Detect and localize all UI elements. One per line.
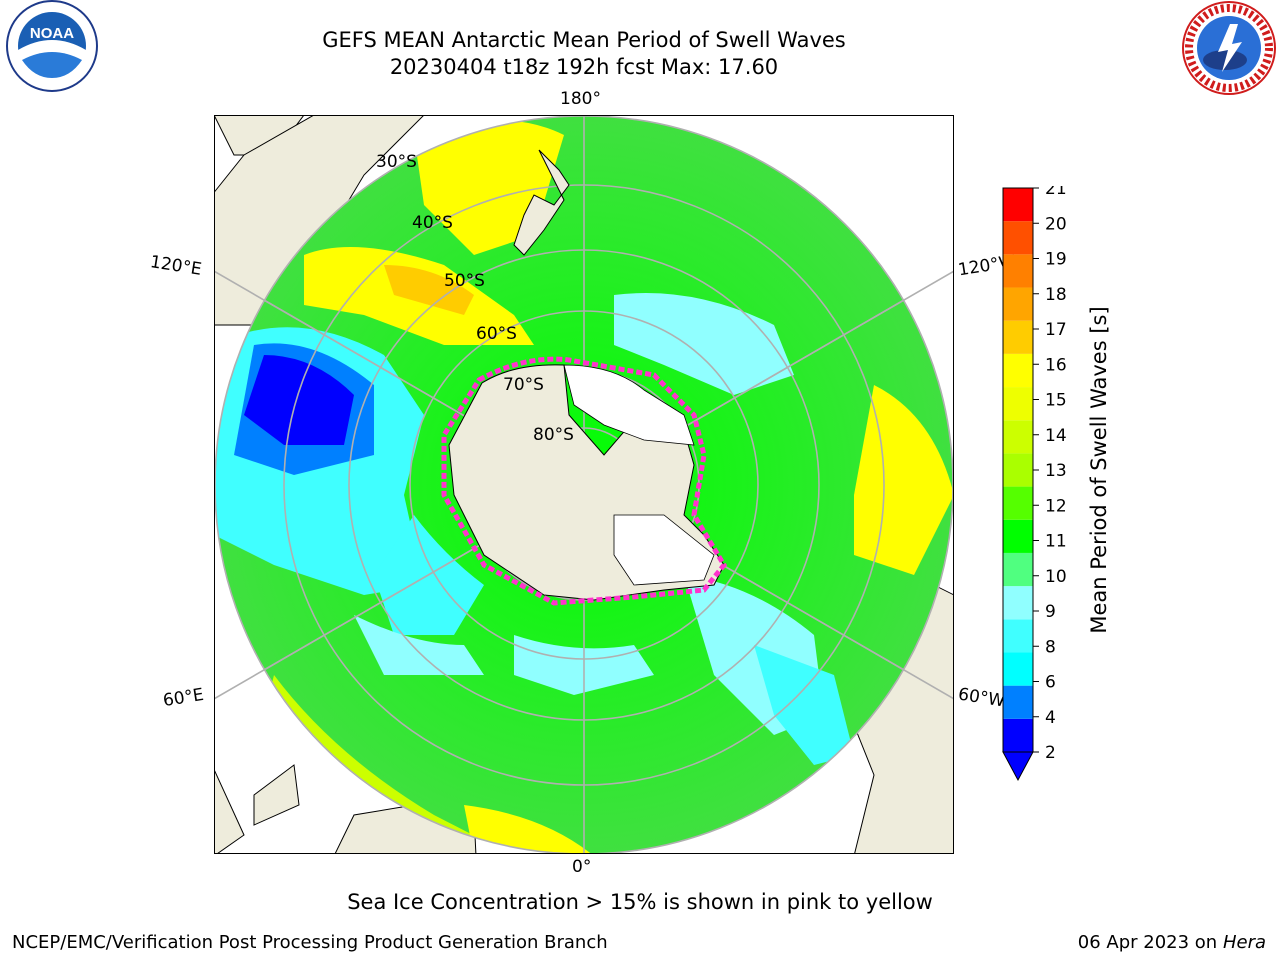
lat-label-60s: 60°S (476, 324, 517, 344)
colorbar-tick-label: 17 (1045, 320, 1067, 340)
machine-name: Hera (1222, 932, 1266, 953)
colorbar-tick-label: 10 (1045, 567, 1067, 587)
colorbar-bin (1003, 353, 1033, 388)
colorbar-tick-label: 12 (1045, 496, 1067, 516)
colorbar-bin (1003, 420, 1033, 454)
colorbar-tick-label: 2 (1045, 743, 1056, 763)
colorbar-bin (1003, 188, 1033, 222)
colorbar-tick-label: 20 (1045, 214, 1067, 234)
nws-logo (1182, 1, 1276, 95)
sea-ice-edge (441, 356, 728, 606)
colorbar-tick-label: 8 (1045, 637, 1056, 657)
colorbar-tick-label: 13 (1045, 461, 1067, 481)
sea-ice-note: Sea Ice Concentration > 15% is shown in … (347, 890, 933, 914)
colorbar-tick-label: 11 (1045, 532, 1067, 552)
colorbar-tick-label: 6 (1045, 673, 1056, 693)
date-credit: 06 Apr 2023 on Hera (1078, 932, 1266, 953)
map-subtitle: 20230404 t18z 192h fcst Max: 17.60 (389, 55, 779, 79)
colorbar-bin (1003, 320, 1033, 354)
lat-label-70s: 70°S (503, 375, 544, 395)
colorbar-tick-label: 16 (1045, 355, 1067, 375)
noaa-logo: NOAA (6, 0, 98, 92)
lon-label-60w: 60°W (956, 684, 1007, 712)
lat-label-80s: 80°S (533, 425, 574, 445)
colorbar-bin (1003, 718, 1033, 752)
date-text: 06 Apr 2023 on (1077, 932, 1218, 953)
colorbar-bin (1003, 519, 1033, 553)
lat-label-50s: 50°S (444, 271, 485, 291)
colorbar-bin (1003, 619, 1033, 653)
colorbar-bin (1003, 486, 1033, 520)
credit-text: NCEP/EMC/Verification Post Processing Pr… (12, 932, 608, 953)
lon-label-180: 180° (560, 89, 601, 109)
colorbar-tick-label: 18 (1045, 285, 1067, 305)
colorbar-label: Mean Period of Swell Waves [s] (1087, 306, 1111, 634)
lon-label-0: 0° (572, 857, 592, 877)
colorbar-tick-label: 21 (1045, 186, 1067, 199)
colorbar-bin (1003, 453, 1033, 487)
map-title: GEFS MEAN Antarctic Mean Period of Swell… (322, 28, 846, 52)
colorbar-bin (1003, 221, 1033, 255)
lat-label-30s: 30°S (376, 152, 417, 172)
colorbar-bin (1003, 552, 1033, 587)
colorbar: 2 4 6 8 9 10 11 12 13 14 15 16 17 18 19 20 21 (1002, 186, 1067, 782)
colorbar-tick-label: 9 (1045, 602, 1056, 622)
lon-label-60e: 60°E (161, 684, 206, 712)
colorbar-bin (1003, 287, 1033, 321)
colorbar-tick-label: 14 (1045, 426, 1067, 446)
antarctica (441, 356, 728, 606)
colorbar-bin (1003, 652, 1033, 686)
lon-label-120e: 120°E (148, 252, 203, 280)
colorbar-tick-label: 19 (1045, 250, 1067, 270)
colorbar-tick-label: 15 (1045, 391, 1067, 411)
lat-label-40s: 40°S (412, 213, 453, 233)
colorbar-bin (1003, 685, 1033, 719)
new-zealand (513, 149, 570, 256)
colorbar-bin (1003, 586, 1033, 620)
polar-map-canvas (215, 116, 953, 853)
colorbar-extend-min (1002, 751, 1034, 782)
colorbar-bin (1003, 387, 1033, 421)
polar-map (214, 115, 954, 854)
colorbar-bin (1003, 254, 1033, 288)
noaa-logo-text: NOAA (30, 25, 74, 42)
colorbar-tick-label: 4 (1045, 708, 1056, 728)
